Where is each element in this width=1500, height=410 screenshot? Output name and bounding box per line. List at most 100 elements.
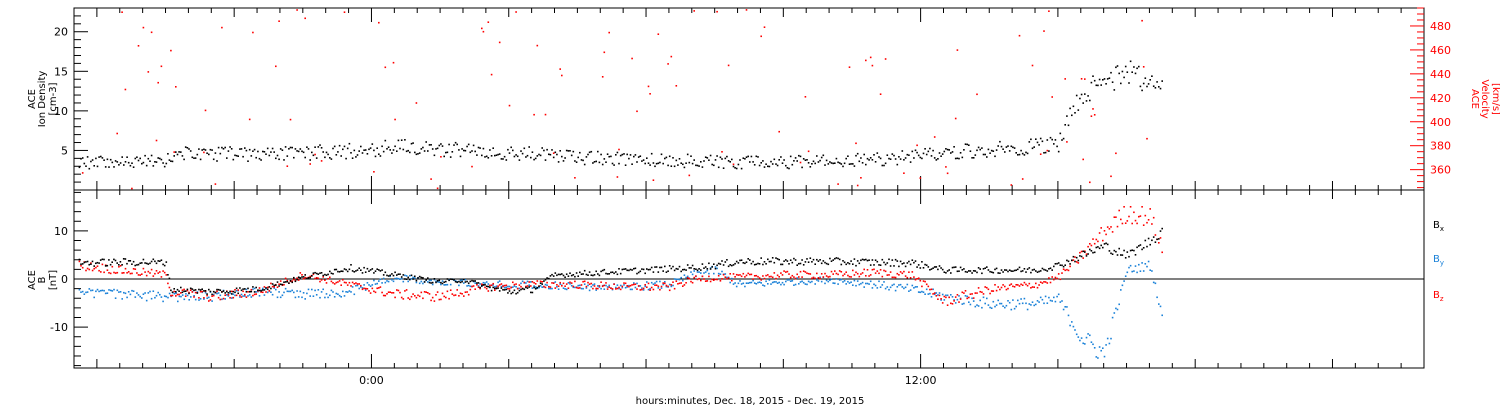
- bz-point: [690, 280, 692, 283]
- bz-point: [950, 302, 952, 305]
- by-point: [914, 286, 917, 288]
- by-point: [941, 293, 944, 296]
- by-point: [909, 289, 912, 291]
- density-point: [794, 157, 797, 159]
- density-point: [1105, 83, 1107, 85]
- by-point: [775, 281, 777, 283]
- bz-point: [1035, 282, 1037, 285]
- bx-point: [938, 265, 941, 267]
- bz-point: [286, 279, 289, 282]
- by-point: [639, 285, 642, 287]
- density-point: [1013, 147, 1016, 149]
- by-point: [1025, 302, 1027, 305]
- density-point: [101, 157, 104, 159]
- bx-point: [412, 278, 414, 280]
- bx-point: [1126, 251, 1129, 253]
- bx-point: [525, 286, 527, 289]
- by-point: [129, 293, 132, 296]
- velocity-point: [1093, 114, 1096, 116]
- by-point: [211, 300, 213, 302]
- velocity-point: [508, 104, 511, 107]
- by-point: [167, 296, 169, 299]
- density-point: [100, 155, 102, 158]
- bx-point: [518, 289, 521, 292]
- density-point: [891, 153, 894, 155]
- bx-point: [288, 282, 290, 284]
- bz-point: [1008, 284, 1011, 286]
- bz-point: [446, 290, 449, 293]
- bz-point: [405, 289, 408, 291]
- velocity-point: [155, 139, 158, 142]
- by-point: [556, 286, 558, 288]
- bx-point: [382, 274, 385, 276]
- bx-point: [654, 266, 656, 268]
- bz-point: [548, 285, 550, 288]
- velocity-point: [1080, 78, 1083, 80]
- bz-point: [829, 275, 831, 278]
- by-point: [311, 288, 313, 291]
- bx-point: [142, 258, 145, 261]
- bz-point: [896, 272, 899, 275]
- bz-point: [904, 275, 907, 277]
- density-point: [1020, 149, 1022, 152]
- bz-point: [1020, 283, 1022, 286]
- bz-point: [886, 274, 889, 276]
- bz-point: [386, 293, 388, 295]
- by-point: [461, 279, 463, 282]
- bz-point: [1146, 221, 1148, 224]
- velocity-point: [536, 44, 539, 47]
- bz-point: [276, 286, 279, 288]
- bz-point: [796, 273, 798, 276]
- bx-point: [964, 270, 967, 273]
- by-point: [1061, 300, 1063, 302]
- bz-point: [515, 283, 517, 285]
- bz-point: [191, 291, 194, 293]
- bx-point: [1103, 243, 1106, 245]
- density-point: [145, 164, 148, 167]
- by-point: [903, 287, 905, 290]
- bz-point: [574, 280, 576, 283]
- bz-point: [258, 287, 261, 289]
- density-point: [898, 156, 900, 158]
- bz-point: [579, 287, 581, 289]
- bx-point: [171, 291, 174, 293]
- by-point: [178, 295, 181, 298]
- bx-point: [893, 265, 895, 267]
- density-point: [319, 144, 321, 146]
- density-point: [268, 154, 271, 157]
- by-point: [85, 291, 87, 294]
- bz-point: [767, 274, 769, 276]
- density-point: [235, 154, 238, 157]
- density-point: [513, 155, 516, 158]
- bz-point: [868, 275, 870, 277]
- bx-point: [366, 267, 369, 270]
- bx-point: [1053, 265, 1055, 268]
- bz-point: [654, 284, 656, 286]
- by-point: [657, 287, 660, 289]
- by-point: [850, 281, 852, 283]
- density-point: [838, 162, 841, 164]
- density-point: [739, 159, 741, 161]
- density-point: [343, 145, 346, 148]
- bx-point: [1121, 254, 1124, 256]
- bx-point: [96, 261, 99, 264]
- bz-point: [1161, 251, 1163, 254]
- density-point: [649, 164, 651, 166]
- density-point: [909, 161, 912, 163]
- density-point: [732, 165, 735, 168]
- bz-point: [412, 293, 414, 295]
- by-point: [162, 300, 164, 303]
- bz-point: [775, 277, 777, 280]
- bz-point: [440, 298, 442, 301]
- bx-point: [898, 265, 900, 268]
- by-point: [262, 287, 264, 290]
- by-point: [628, 284, 630, 287]
- bx-point: [252, 286, 254, 288]
- bx-point: [293, 276, 295, 279]
- bx-point: [314, 271, 316, 274]
- bz-point: [758, 277, 761, 279]
- bx-point: [1149, 243, 1151, 246]
- density-point: [312, 154, 315, 157]
- bz-point: [641, 288, 643, 291]
- bx-point: [1113, 249, 1116, 252]
